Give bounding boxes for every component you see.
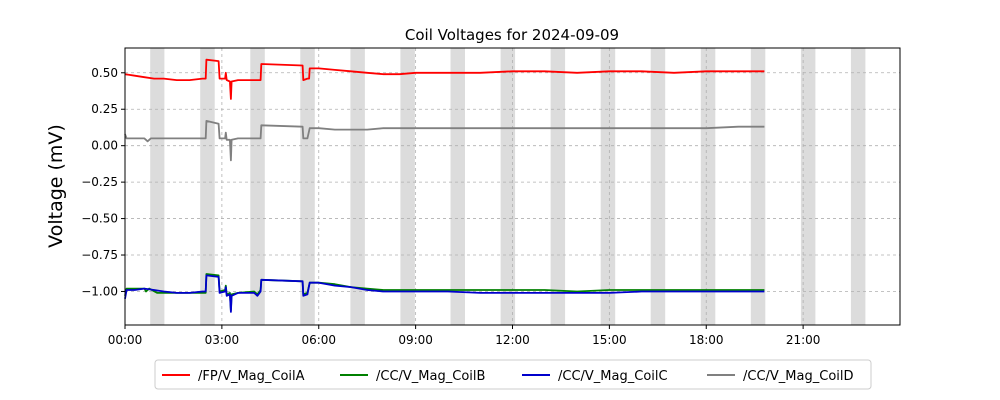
y-tick-label: −0.25 — [81, 175, 118, 189]
x-tick-label: 15:00 — [592, 333, 627, 347]
chart-title: Coil Voltages for 2024-09-09 — [405, 26, 619, 44]
legend: /FP/V_Mag_CoilA/CC/V_Mag_CoilB/CC/V_Mag_… — [154, 359, 872, 390]
shaded-interval-14 — [850, 48, 866, 325]
shaded-interval-12 — [750, 48, 766, 325]
shaded-interval-13 — [800, 48, 816, 325]
series-line-3 — [124, 120, 765, 162]
y-axis-label: Voltage (mV) — [45, 124, 67, 248]
legend-label-2: /CC/V_Mag_CoilC — [558, 369, 668, 384]
legend-label-3: /CC/V_Mag_CoilD — [743, 369, 854, 384]
shaded-interval-10 — [650, 48, 666, 325]
x-tick-label: 18:00 — [689, 333, 724, 347]
shaded-interval-8 — [550, 48, 566, 325]
shaded-interval-5 — [400, 48, 415, 325]
grid-lines — [125, 48, 900, 325]
legend-label-0: /FP/V_Mag_CoilA — [198, 369, 305, 384]
shaded-interval-2 — [250, 48, 265, 325]
legend-box — [154, 359, 872, 390]
x-tick-label: 12:00 — [495, 333, 530, 347]
shaded-intervals — [150, 48, 866, 325]
series-line-0 — [124, 58, 765, 100]
y-tick-label: −1.00 — [81, 284, 118, 298]
series-line-2 — [124, 274, 765, 313]
shaded-interval-4 — [350, 48, 365, 325]
y-axis: 0.50 0.25 0.00 −0.25 −0.50 −0.75 −1.00 — [81, 66, 125, 298]
shaded-interval-6 — [450, 48, 465, 325]
y-tick-label: −0.75 — [81, 248, 118, 262]
series-lines — [124, 58, 765, 313]
y-tick-label: 0.25 — [91, 102, 118, 116]
x-axis: 00:00 03:00 06:00 09:00 12:00 15:00 18:00 21:00 — [108, 325, 821, 347]
x-tick-label: 06:00 — [301, 333, 336, 347]
y-tick-label: 0.00 — [91, 139, 118, 153]
x-tick-label: 09:00 — [398, 333, 433, 347]
x-tick-label: 21:00 — [786, 333, 821, 347]
legend-label-1: /CC/V_Mag_CoilB — [376, 369, 485, 384]
shaded-interval-1 — [200, 48, 215, 325]
shaded-interval-7 — [500, 48, 516, 325]
shaded-interval-9 — [600, 48, 616, 325]
y-tick-label: −0.50 — [81, 212, 118, 226]
shaded-interval-11 — [700, 48, 716, 325]
shaded-interval-3 — [300, 48, 315, 325]
shaded-interval-0 — [150, 48, 165, 325]
y-tick-label: 0.50 — [91, 66, 118, 80]
x-tick-label: 00:00 — [108, 333, 143, 347]
x-tick-label: 03:00 — [205, 333, 240, 347]
